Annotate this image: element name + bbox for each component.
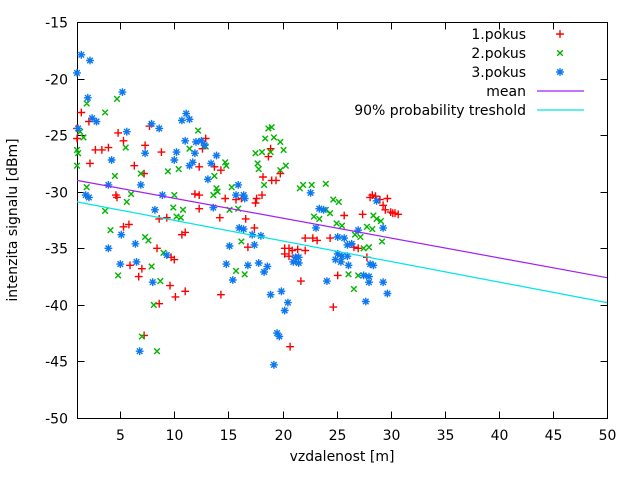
y-axis-label: intenzita signalu [dBm] — [5, 138, 21, 301]
axes — [77, 22, 608, 419]
series-mean — [76, 179, 608, 279]
legend-label: mean — [486, 84, 526, 100]
legend-marker — [556, 30, 564, 38]
x-tick-label: 20 — [275, 428, 293, 444]
tick-labels: 5 10 15 20 25 30 35 40 45 50 -50 -45 -40 -35 -30 -25 -20… — [45, 16, 616, 445]
y-tick-label: -25 — [45, 129, 68, 145]
y-tick-label: -20 — [45, 73, 68, 89]
legend-marker — [556, 49, 564, 57]
x-tick-label: 10 — [166, 428, 184, 444]
y-tick-label: -40 — [45, 299, 68, 315]
fit-line — [76, 179, 608, 279]
data-points — [73, 50, 392, 369]
legend-label: 3.pokus — [471, 65, 526, 81]
series-3-pokus — [73, 50, 392, 369]
legend: 1.pokus 2.pokus 3.pokus mean 90% probability… — [354, 27, 584, 119]
legend-marker — [556, 68, 564, 76]
x-tick-label: 15 — [220, 428, 238, 444]
x-tick-label: 40 — [491, 428, 509, 444]
plot-border — [77, 22, 608, 419]
x-tick-label: 50 — [599, 428, 617, 444]
tick-marks — [77, 22, 608, 419]
y-tick-label: -35 — [45, 242, 68, 258]
series-2-pokus — [73, 95, 386, 355]
y-tick-label: -50 — [45, 412, 68, 428]
series-90-probability-treshold — [76, 201, 608, 304]
y-tick-label: -45 — [45, 355, 68, 371]
legend-label: 1.pokus — [471, 27, 526, 43]
x-tick-label: 35 — [437, 428, 455, 444]
legend-label: 2.pokus — [471, 46, 526, 62]
x-tick-label: 30 — [383, 428, 401, 444]
x-tick-label: 5 — [116, 428, 125, 444]
x-tick-label: 25 — [329, 428, 347, 444]
x-axis-label: vzdalenost [m] — [290, 449, 395, 465]
y-tick-label: -30 — [45, 186, 68, 202]
y-tick-label: -15 — [45, 16, 68, 32]
data-points — [73, 95, 386, 355]
x-tick-label: 45 — [545, 428, 563, 444]
legend-label: 90% probability treshold — [354, 103, 526, 119]
fit-line — [76, 201, 608, 304]
